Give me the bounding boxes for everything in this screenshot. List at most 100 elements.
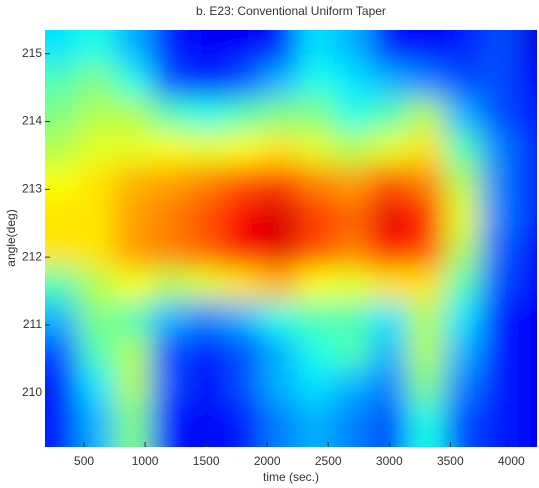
heatmap-cell [517,301,537,336]
y-tick-label: 215 [22,46,42,60]
heatmap-cell [370,131,409,167]
heatmap-cell [187,301,225,336]
heatmap-cell [45,369,79,404]
heatmap-cell [517,267,537,302]
heatmap-cell [407,97,445,133]
heatmap-cell [151,199,189,234]
heatmap-cell [151,335,189,370]
heatmap-cell [45,233,79,268]
heatmap-cell [114,301,152,336]
heatmap-cell [480,402,518,447]
heatmap-cell [224,233,262,268]
heatmap-cell [297,402,335,447]
heatmap-cell [261,165,299,201]
x-tick-label: 500 [74,454,94,468]
heatmap-cell [45,131,79,167]
heatmap-cell [334,402,372,447]
heatmap-cell [370,63,409,99]
heatmap-cell [517,97,537,133]
heatmap-cell [77,402,116,447]
x-tick-label: 3000 [376,454,403,468]
x-tick-label: 2000 [254,454,281,468]
heatmap-cell [77,63,116,99]
heatmap-cell [407,301,445,336]
heatmap-cell [297,335,335,370]
heatmap-cell [407,199,445,234]
heatmap-cell [334,233,372,268]
heatmap-cell [517,369,537,404]
heatmap-cell [151,402,189,447]
heatmap-cell [45,165,79,201]
heatmap-cell [187,267,225,302]
heatmap-cell [187,335,225,370]
heatmap-cell [407,131,445,167]
heatmap-cell [224,165,262,201]
heatmap-cell [407,267,445,302]
heatmap-cell [187,30,225,65]
heatmap-cell [151,63,189,99]
heatmap-cell [224,369,262,404]
heatmap-cell [334,199,372,234]
y-tick-label: 210 [22,385,42,399]
heatmap-cell [151,97,189,133]
x-axis-label: time (sec.) [263,470,319,484]
heatmap-cell [297,165,335,201]
heatmap-cell [334,267,372,302]
heatmap-cell [407,369,445,404]
heatmap-cell [261,30,299,65]
heatmap-cell [480,301,518,336]
heatmap-cell [370,301,409,336]
heatmap-cell [480,63,518,99]
x-tick-label: 4000 [498,454,525,468]
heatmap-area [45,30,537,447]
heatmap-cell [114,131,152,167]
heatmap-cell [297,301,335,336]
heatmap-cell [407,402,445,447]
x-tick-label: 1000 [132,454,159,468]
heatmap-cell [407,63,445,99]
heatmap-cell [297,199,335,234]
heatmap-cell [151,267,189,302]
heatmap-cell [444,267,482,302]
heatmap-cell [444,30,482,65]
heatmap-cell [370,30,409,65]
heatmap-cell [77,131,116,167]
heatmap-cell [444,97,482,133]
x-tick-label: 1500 [193,454,220,468]
chart-title: b. E23: Conventional Uniform Taper [196,4,386,18]
heatmap-cell [370,369,409,404]
heatmap-cell [480,131,518,167]
heatmap-cell [151,233,189,268]
heatmap-cell [187,63,225,99]
heatmap-cell [45,199,79,234]
heatmap-cell [444,402,482,447]
heatmap-cell [334,63,372,99]
heatmap-cell [151,131,189,167]
heatmap-cell [370,267,409,302]
heatmap-cell [334,30,372,65]
x-tick-label: 2500 [315,454,342,468]
heatmap-cell [224,301,262,336]
heatmap-cell [297,63,335,99]
heatmap-cell [114,369,152,404]
heatmap-cell [370,199,409,234]
heatmap-cell [370,335,409,370]
heatmap-cell [224,63,262,99]
heatmap-cell [224,131,262,167]
heatmap-cell [224,335,262,370]
heatmap-cell [517,402,537,447]
heatmap-cell [187,402,225,447]
heatmap-cell [370,165,409,201]
heatmap-cell [334,335,372,370]
heatmap-cell [444,369,482,404]
heatmap-cell [297,30,335,65]
heatmap-cell [224,402,262,447]
heatmap-cell [114,199,152,234]
heatmap-cell [334,131,372,167]
heatmap-cell [334,165,372,201]
heatmap-cell [45,63,79,99]
heatmap-cell [297,131,335,167]
heatmap-cell [407,335,445,370]
y-tick-label: 212 [22,249,42,263]
heatmap-cell [114,402,152,447]
